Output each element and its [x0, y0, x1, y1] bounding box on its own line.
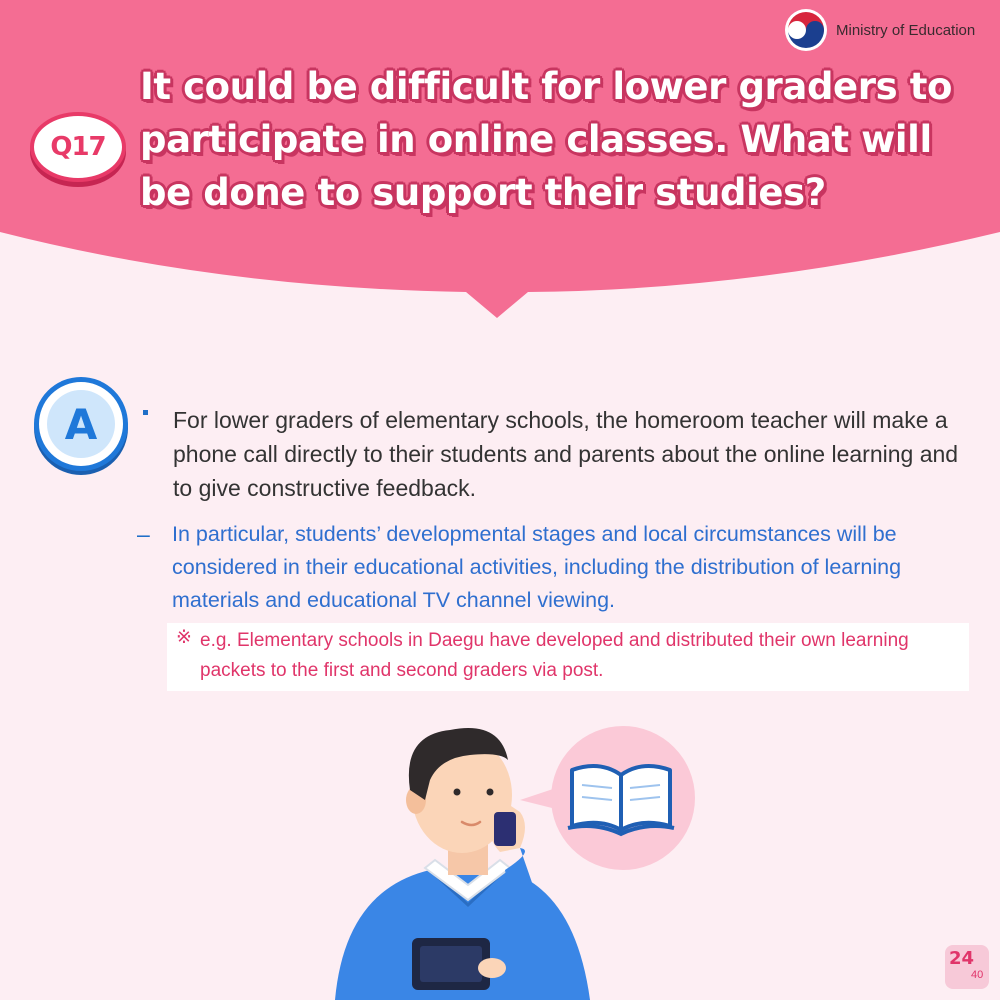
phone: [494, 812, 516, 846]
question-number: Q17: [50, 132, 106, 162]
page-current: 24: [949, 948, 975, 969]
ministry-name: Ministry of Education: [836, 21, 976, 39]
hair: [408, 728, 508, 800]
page-indicator: 24 40: [945, 945, 989, 989]
question-speech-bubble: [0, 0, 1000, 318]
book-icon: [567, 764, 675, 837]
note-marker: ※: [176, 627, 192, 648]
book-thought-bubble: [520, 726, 695, 870]
teacher-phone-illustration: [335, 726, 695, 1000]
answer-badge: A: [34, 377, 128, 471]
page-total: 40: [971, 969, 984, 981]
example-note-text: e.g. Elementary schools in Daegu have de…: [200, 630, 909, 681]
question-title: It could be difficult for lower graders …: [140, 65, 952, 214]
answer-label: A: [64, 399, 98, 449]
bullet-icon: [143, 410, 148, 415]
ministry-logo: Ministry of Education: [784, 8, 975, 52]
shirt-collar: [423, 858, 512, 902]
answer-main-text: For lower graders of elementary schools,…: [173, 407, 959, 501]
answer-sub-text: In particular, students’ developmental s…: [172, 522, 902, 612]
dash-marker: –: [137, 521, 150, 547]
question-number-badge: Q17: [30, 112, 126, 182]
taegeuk-logo-icon: [785, 9, 827, 51]
example-note-box: [167, 623, 969, 691]
